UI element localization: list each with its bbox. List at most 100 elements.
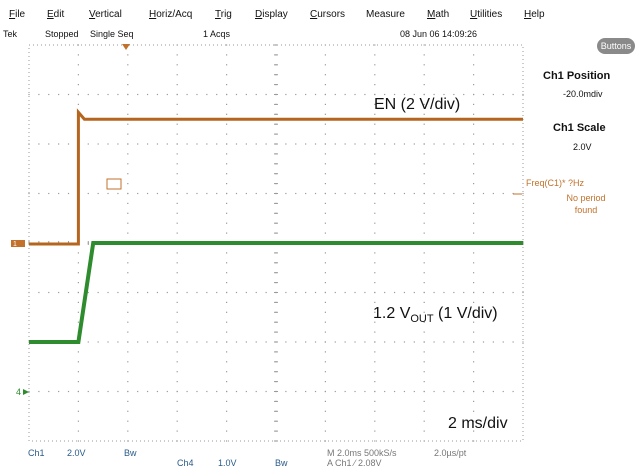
- grid-dot: [473, 123, 475, 125]
- grid-dot: [226, 381, 228, 383]
- grid-dot: [473, 54, 475, 56]
- grid-dot: [176, 341, 178, 343]
- menu-cursors[interactable]: Cursors: [310, 9, 346, 20]
- ch1-scale-value[interactable]: 2.0V: [573, 142, 592, 152]
- menu-trig[interactable]: Trig: [215, 9, 232, 20]
- grid-dot: [374, 291, 376, 294]
- grid-dot: [403, 192, 406, 195]
- grid-dot: [374, 133, 376, 135]
- grid-dot: [127, 440, 129, 442]
- acq-mode: Single Seq: [90, 29, 134, 39]
- grid-dot: [226, 341, 228, 343]
- grid-dot: [146, 93, 149, 96]
- menu-math[interactable]: Math: [427, 9, 450, 20]
- grid-dot: [176, 351, 178, 353]
- menu-file[interactable]: File: [9, 9, 26, 20]
- grid-dot: [77, 74, 79, 76]
- menu-help[interactable]: Help: [524, 9, 545, 20]
- grid-dot: [473, 173, 475, 175]
- grid-dot: [176, 430, 178, 432]
- trigger-level-marker: [106, 178, 122, 190]
- grid-dot: [384, 390, 386, 393]
- grid-dot: [176, 371, 178, 373]
- grid-dot: [265, 93, 267, 96]
- grid-dot: [433, 291, 435, 294]
- grid-dot: [196, 93, 198, 96]
- grid-dot: [374, 173, 376, 175]
- grid-dot: [384, 291, 386, 294]
- menu-bar: File Edit Vertical Horiz/Acq Trig Displa…: [0, 0, 637, 26]
- grid-dot: [423, 311, 425, 313]
- grid-dot: [374, 321, 376, 323]
- grid-dot: [374, 153, 376, 155]
- grid-dot: [265, 143, 267, 145]
- menu-edit[interactable]: Edit: [47, 9, 65, 20]
- grid-dot: [176, 54, 178, 56]
- grid-dot: [285, 192, 287, 195]
- ch4-scale-readout[interactable]: 1.0V: [218, 458, 237, 468]
- grid-dot: [127, 103, 129, 105]
- menu-vertical[interactable]: Vertical: [89, 9, 122, 20]
- grid-dot: [176, 291, 178, 294]
- grid-dot: [28, 291, 30, 294]
- grid-dot: [512, 291, 514, 294]
- menu-measure[interactable]: Measure: [366, 9, 405, 20]
- menu-utilities[interactable]: Utilities: [470, 9, 503, 20]
- grid-dot: [77, 84, 79, 86]
- horizontal-readout[interactable]: M 2.0ms 500kS/s: [327, 448, 397, 458]
- timebase-label: 2 ms/div: [448, 415, 508, 432]
- grid-dot: [423, 222, 425, 224]
- grid-dot: [324, 74, 326, 76]
- grid-dot: [196, 143, 198, 145]
- grid-dot: [522, 143, 524, 145]
- buttons-button[interactable]: Buttons: [597, 38, 635, 54]
- grid-dot: [146, 291, 149, 294]
- grid-dot: [324, 371, 326, 373]
- grid-dot: [235, 341, 238, 343]
- grid-dot: [473, 301, 475, 303]
- grid-dot: [473, 311, 475, 313]
- grid-dot: [324, 202, 326, 204]
- grid-dot: [423, 420, 425, 422]
- grid-dot: [235, 93, 238, 96]
- grid-dot: [186, 291, 188, 294]
- grid-dot: [216, 93, 218, 96]
- grid-dot: [226, 252, 228, 254]
- grid-dot: [423, 361, 425, 363]
- ch4-readout-label[interactable]: Ch4: [177, 458, 194, 468]
- grid-dot: [324, 440, 326, 442]
- grid-dot: [226, 192, 228, 195]
- grid-dot: [334, 390, 336, 393]
- grid-dot: [374, 400, 376, 402]
- grid-dot: [226, 133, 228, 135]
- grid-dot: [137, 341, 139, 343]
- trigger-readout[interactable]: A Ch1 ⁄ 2.08V: [327, 458, 382, 468]
- grid-dot: [492, 192, 494, 195]
- grid-dot: [374, 390, 376, 393]
- grid-dot: [473, 361, 475, 363]
- grid-dot: [305, 341, 307, 343]
- grid-dot: [324, 54, 326, 56]
- grid-dot: [127, 262, 129, 264]
- grid-dot: [482, 192, 485, 195]
- grid-dot: [443, 291, 445, 294]
- grid-dot: [206, 291, 208, 294]
- grid-dot: [423, 252, 425, 254]
- ch1-position-value[interactable]: -20.0mdiv: [563, 89, 603, 99]
- ch1-readout-label[interactable]: Ch1: [28, 448, 45, 458]
- ch1-scale-readout[interactable]: 2.0V: [67, 448, 86, 458]
- ch4-ground-marker-label: 4: [16, 387, 21, 397]
- menu-horiz-acq[interactable]: Horiz/Acq: [149, 9, 193, 20]
- grid-dot: [245, 341, 247, 343]
- grid-dot: [502, 93, 504, 96]
- grid-dot: [226, 173, 228, 175]
- grid-dot: [127, 84, 129, 86]
- menu-display[interactable]: Display: [255, 9, 288, 20]
- grid-dot: [354, 390, 356, 393]
- grid-dot: [413, 143, 415, 145]
- grid-dot: [393, 341, 396, 343]
- grid-dot: [314, 390, 317, 393]
- grid-dot: [423, 212, 425, 214]
- grid-dot: [166, 291, 168, 294]
- grid-dot: [473, 103, 475, 105]
